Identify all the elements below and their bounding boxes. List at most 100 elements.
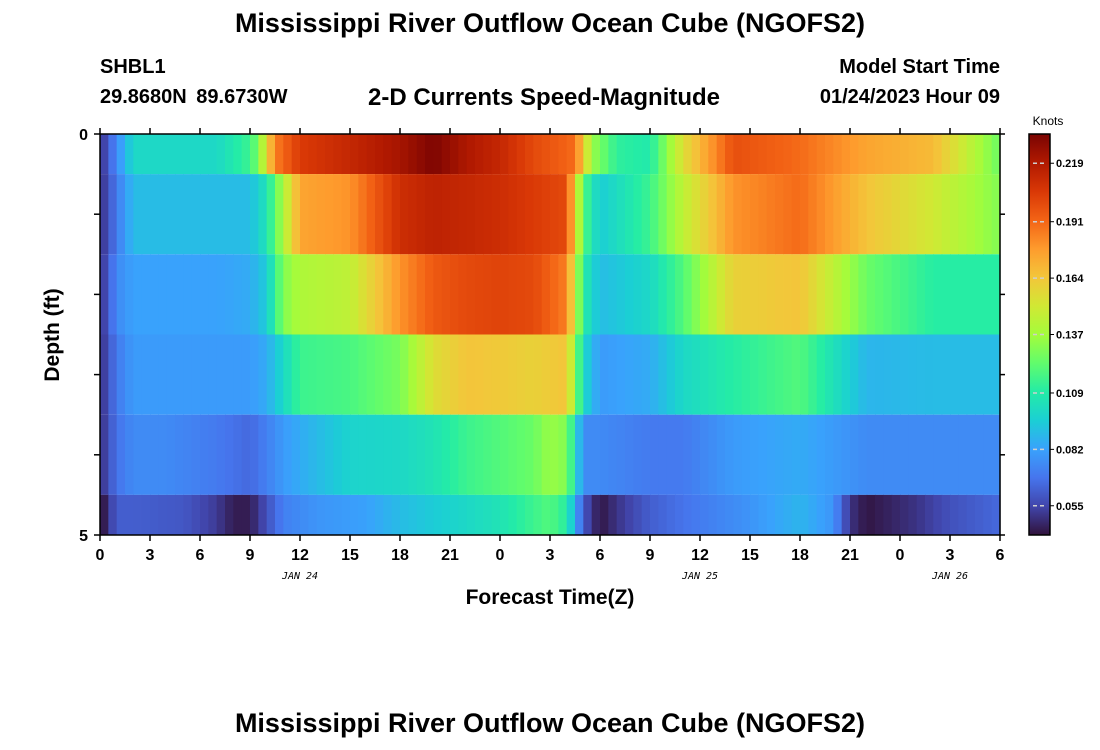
heatmap-cell — [866, 334, 876, 415]
heatmap-cell — [475, 174, 484, 255]
heatmap-cell — [133, 134, 143, 175]
heatmap-cell — [408, 134, 418, 175]
heatmap-cell — [658, 134, 668, 175]
heatmap-cell — [991, 254, 1001, 335]
heatmap-cell — [225, 254, 234, 335]
heatmap-cell — [416, 414, 426, 495]
heatmap-cell — [300, 494, 309, 535]
heatmap-cell — [600, 174, 609, 255]
x-tick-label: 18 — [791, 547, 809, 564]
heatmap-cell — [366, 174, 376, 255]
heatmap-cell — [983, 414, 993, 495]
heatmap-cell — [133, 174, 143, 255]
heatmap-cell — [675, 254, 684, 335]
heatmap-cell — [525, 134, 534, 175]
heatmap-cell — [383, 334, 393, 415]
heatmap-cell — [166, 134, 176, 175]
heatmap-cell — [833, 254, 843, 335]
heatmap-cell — [508, 174, 518, 255]
heatmap-cell — [625, 174, 634, 255]
heatmap-cell — [666, 134, 676, 175]
heatmap-cell — [700, 494, 709, 535]
heatmap-cell — [358, 134, 368, 175]
heatmap-cell — [458, 254, 468, 335]
heatmap-cell — [883, 134, 893, 175]
date-label: JAN 25 — [681, 571, 718, 582]
heatmap-cell — [766, 334, 776, 415]
heatmap-cell — [800, 494, 809, 535]
x-tick-label: 6 — [196, 547, 205, 564]
heatmap-cell — [716, 494, 726, 535]
heatmap-cell — [475, 494, 484, 535]
heatmap-cell — [150, 334, 159, 415]
x-tick-label: 3 — [946, 547, 955, 564]
x-tick-label: 12 — [691, 547, 709, 564]
heatmap-cell — [200, 134, 209, 175]
heatmap-cell — [491, 254, 501, 335]
heatmap-cell — [500, 334, 509, 415]
heatmap-cell — [300, 174, 309, 255]
colorbar-gradient — [1028, 133, 1051, 536]
heatmap-cell — [233, 334, 243, 415]
heatmap-cell — [791, 334, 801, 415]
heatmap-cell — [266, 254, 276, 335]
heatmap-cell — [700, 334, 709, 415]
heatmap-cell — [691, 254, 701, 335]
heatmap-cell — [833, 494, 843, 535]
heatmap-cell — [158, 414, 168, 495]
heatmap-cell — [441, 414, 451, 495]
heatmap-cell — [841, 414, 851, 495]
heatmap-cell — [308, 134, 318, 175]
heatmap-cell — [300, 134, 309, 175]
heatmap-cell — [425, 494, 434, 535]
heatmap-cell — [833, 414, 843, 495]
heatmap-cell — [716, 414, 726, 495]
heatmap-cell — [875, 254, 884, 335]
heatmap-cell — [200, 254, 209, 335]
heatmap-cell — [200, 494, 209, 535]
heatmap-cell — [366, 334, 376, 415]
heatmap-layer-3 — [100, 254, 1001, 335]
heatmap-cell — [425, 254, 434, 335]
heatmap-cell — [358, 254, 368, 335]
heatmap-cell — [416, 254, 426, 335]
heatmap-cell — [716, 134, 726, 175]
heatmap-cell — [408, 494, 418, 535]
heatmap-cell — [150, 254, 159, 335]
heatmap-cell — [775, 174, 784, 255]
heatmap-cell — [600, 134, 609, 175]
y-axis: 05 — [79, 127, 1005, 545]
heatmap-cell — [183, 174, 193, 255]
heatmap-cell — [283, 334, 293, 415]
heatmap-cell — [925, 414, 934, 495]
heatmap-cell — [383, 414, 393, 495]
heatmap-cell — [458, 334, 468, 415]
heatmap-cell — [691, 414, 701, 495]
heatmap-cell — [316, 494, 326, 535]
heatmap-cell — [850, 254, 859, 335]
heatmap-cell — [658, 414, 668, 495]
heatmap-cell — [208, 174, 218, 255]
heatmap-cell — [733, 414, 743, 495]
heatmap-cell — [533, 134, 543, 175]
heatmap-cell — [825, 254, 834, 335]
heatmap-cell — [575, 254, 584, 335]
heatmap-cell — [966, 334, 976, 415]
heatmap-cell — [658, 174, 668, 255]
heatmap-cell — [133, 334, 143, 415]
footer-title: Mississippi River Outflow Ocean Cube (NG… — [234, 708, 866, 738]
heatmap-cell — [875, 134, 884, 175]
heatmap-cell — [950, 254, 959, 335]
heatmap-cell — [283, 254, 293, 335]
heatmap-cell — [566, 254, 576, 335]
heatmap-cell — [841, 254, 851, 335]
heatmap-cell — [508, 254, 518, 335]
heatmap-cell — [325, 254, 334, 335]
heatmap-cell — [691, 494, 701, 535]
heatmap-cell — [233, 494, 243, 535]
heatmap-cell — [700, 254, 709, 335]
heatmap-cell — [291, 174, 301, 255]
heatmap-cell — [375, 494, 384, 535]
heatmap-cell — [916, 134, 926, 175]
heatmap-cell — [816, 134, 826, 175]
